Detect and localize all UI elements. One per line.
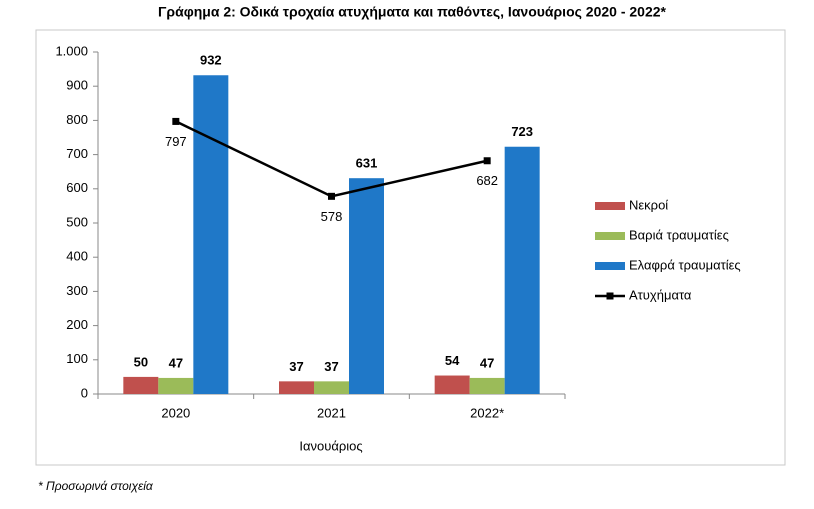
line-value-label: 797 [165,134,187,149]
y-tick-label: 900 [66,78,88,93]
bar-value-label: 932 [200,53,222,68]
bar [279,381,314,394]
bar-value-label: 47 [480,355,494,370]
line-marker [483,157,491,165]
chart-frame [35,29,786,466]
legend-label: Νεκροί [629,197,668,212]
y-tick-label: 600 [66,180,88,195]
y-tick-label: 500 [66,214,88,229]
bar-value-label: 50 [134,354,148,369]
bar [434,375,470,394]
legend-label: Ατυχήματα [629,287,692,302]
bar [469,377,505,394]
y-tick-label: 400 [66,249,88,264]
legend-swatch [595,202,625,210]
y-tick-label: 300 [66,283,88,298]
bar [504,146,540,394]
y-tick-label: 100 [66,351,88,366]
line-value-label: 578 [321,209,343,224]
y-tick-label: 700 [66,146,88,161]
bar [314,381,349,394]
line-marker [328,192,335,200]
bar-value-label: 47 [169,355,183,370]
bar-value-label: 54 [445,353,460,368]
y-tick-label: 1.000 [55,43,88,58]
y-tick-label: 0 [81,385,88,400]
bar-value-label: 631 [356,156,378,171]
line-marker [172,117,180,125]
y-tick-label: 800 [66,112,88,127]
x-axis-title: Ιανουάριος [299,438,362,453]
footnote: * Προσωρινά στοιχεία [38,479,154,493]
chart-title: Γράφημα 2: Οδικά τροχαία ατυχήματα και π… [158,4,667,20]
legend-label: Ελαφρά τραυματίες [629,257,741,272]
legend-label: Βαριά τραυματίες [629,227,729,242]
y-tick-label: 200 [66,317,88,332]
bar [158,377,194,394]
legend-marker [606,292,614,300]
bar [193,75,229,395]
bar-value-label: 723 [511,124,533,139]
bar-value-label: 37 [324,359,338,374]
legend-swatch [595,262,625,270]
bar [349,178,384,394]
x-tick-label: 2021 [317,405,346,420]
x-tick-label: 2020 [161,405,190,420]
x-tick-label: 2022* [470,405,504,420]
legend-swatch [595,232,625,240]
bar-value-label: 37 [289,359,303,374]
line-value-label: 682 [476,173,498,188]
bar [123,376,159,394]
